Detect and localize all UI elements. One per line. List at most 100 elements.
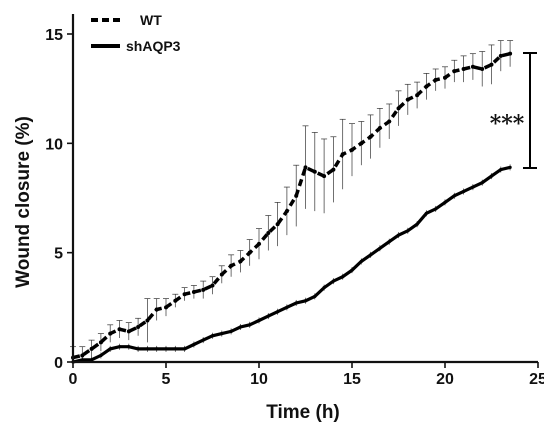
data-point-shaqp3: [369, 253, 373, 257]
x-tick-label: 0: [69, 371, 78, 388]
data-point-wt: [219, 272, 224, 277]
data-point-shaqp3: [387, 240, 391, 244]
data-point-wt: [294, 193, 299, 198]
data-point-wt: [154, 307, 159, 312]
data-point-shaqp3: [90, 358, 94, 362]
x-tick-label: 10: [250, 371, 268, 388]
data-point-wt: [322, 174, 327, 179]
significance-label: ***: [490, 111, 525, 137]
data-point-shaqp3: [266, 314, 270, 318]
data-point-wt: [98, 340, 103, 345]
data-point-wt: [108, 331, 113, 336]
data-point-shaqp3: [201, 338, 205, 342]
data-point-wt: [452, 69, 457, 74]
data-point-shaqp3: [108, 347, 112, 351]
data-point-shaqp3: [183, 347, 187, 351]
data-point-shaqp3: [80, 358, 84, 362]
data-point-wt: [359, 141, 364, 146]
data-point-wt: [117, 327, 122, 332]
data-point-wt: [238, 259, 243, 264]
data-point-shaqp3: [378, 246, 382, 250]
data-point-shaqp3: [229, 329, 233, 333]
data-point-shaqp3: [480, 181, 484, 185]
data-point-wt: [470, 64, 475, 69]
data-point-shaqp3: [210, 334, 215, 338]
data-point-wt: [461, 66, 466, 71]
data-point-wt: [498, 53, 503, 58]
data-point-wt: [350, 147, 354, 152]
data-point-wt: [405, 97, 410, 102]
data-point-wt: [340, 152, 345, 157]
x-tick-label: 20: [436, 371, 454, 388]
data-point-shaqp3: [257, 318, 261, 323]
legend: WT shAQP3: [91, 12, 181, 54]
y-tick-label: 10: [45, 136, 63, 153]
data-point-shaqp3: [155, 347, 159, 351]
data-point-wt: [303, 165, 308, 170]
data-point-wt: [387, 119, 392, 124]
data-point-shaqp3: [359, 259, 363, 264]
x-tick-label: 15: [343, 371, 361, 388]
data-point-shaqp3: [434, 207, 438, 211]
data-point-wt: [424, 84, 429, 89]
data-point-shaqp3: [99, 353, 103, 358]
data-point-wt: [433, 77, 438, 82]
data-point-shaqp3: [127, 345, 131, 349]
data-point-shaqp3: [396, 233, 401, 237]
data-point-shaqp3: [452, 194, 456, 198]
data-point-shaqp3: [462, 189, 466, 194]
data-point-shaqp3: [508, 165, 512, 169]
data-point-shaqp3: [238, 325, 242, 329]
y-tick-label: 15: [45, 27, 63, 44]
x-axis-label: Time (h): [266, 402, 340, 423]
data-point-wt: [275, 222, 280, 227]
y-axis-label: Wound closure (%): [13, 116, 34, 288]
data-point-wt: [210, 283, 215, 288]
legend-label-shaqp3: shAQP3: [126, 38, 181, 54]
data-point-wt: [284, 209, 289, 214]
data-point-shaqp3: [276, 310, 280, 314]
data-point-shaqp3: [350, 268, 354, 272]
data-point-shaqp3: [145, 347, 149, 351]
axis-ticks: 0 5 10 15 20 25 0 5 10 15: [45, 27, 544, 388]
x-tick-label: 25: [529, 371, 544, 388]
data-point-wt: [331, 167, 336, 172]
data-point-wt: [247, 250, 252, 255]
data-point-shaqp3: [303, 299, 308, 303]
data-point-shaqp3: [294, 301, 298, 305]
data-point-shaqp3: [341, 275, 345, 279]
data-point-wt: [126, 329, 131, 334]
data-point-wt: [368, 134, 373, 139]
data-point-wt: [164, 305, 168, 310]
data-point-shaqp3: [443, 200, 447, 204]
significance-bracket: ***: [490, 52, 537, 169]
data-point-shaqp3: [220, 331, 224, 336]
data-point-wt: [145, 318, 150, 323]
data-point-shaqp3: [136, 347, 140, 351]
data-point-wt: [201, 287, 206, 292]
data-point-shaqp3: [415, 222, 419, 226]
data-point-shaqp3: [164, 347, 168, 351]
data-point-shaqp3: [406, 229, 410, 233]
data-point-wt: [173, 298, 178, 303]
data-point-wt: [480, 66, 485, 71]
data-point-shaqp3: [117, 345, 122, 349]
data-point-shaqp3: [248, 323, 252, 327]
data-point-wt: [182, 292, 187, 297]
y-tick-label: 5: [54, 246, 63, 263]
data-point-wt: [89, 346, 94, 351]
data-points: [71, 51, 513, 364]
data-point-wt: [415, 93, 420, 98]
data-point-wt: [396, 106, 401, 111]
data-point-shaqp3: [192, 342, 196, 347]
data-point-shaqp3: [331, 279, 335, 283]
data-point-shaqp3: [424, 211, 428, 215]
data-point-wt: [443, 75, 447, 80]
data-point-wt: [266, 230, 271, 235]
series-line-shaqp3: [72, 165, 511, 364]
data-point-shaqp3: [322, 286, 326, 290]
data-point-wt: [191, 290, 196, 295]
x-tick-label: 5: [162, 371, 171, 388]
data-point-shaqp3: [313, 294, 317, 298]
